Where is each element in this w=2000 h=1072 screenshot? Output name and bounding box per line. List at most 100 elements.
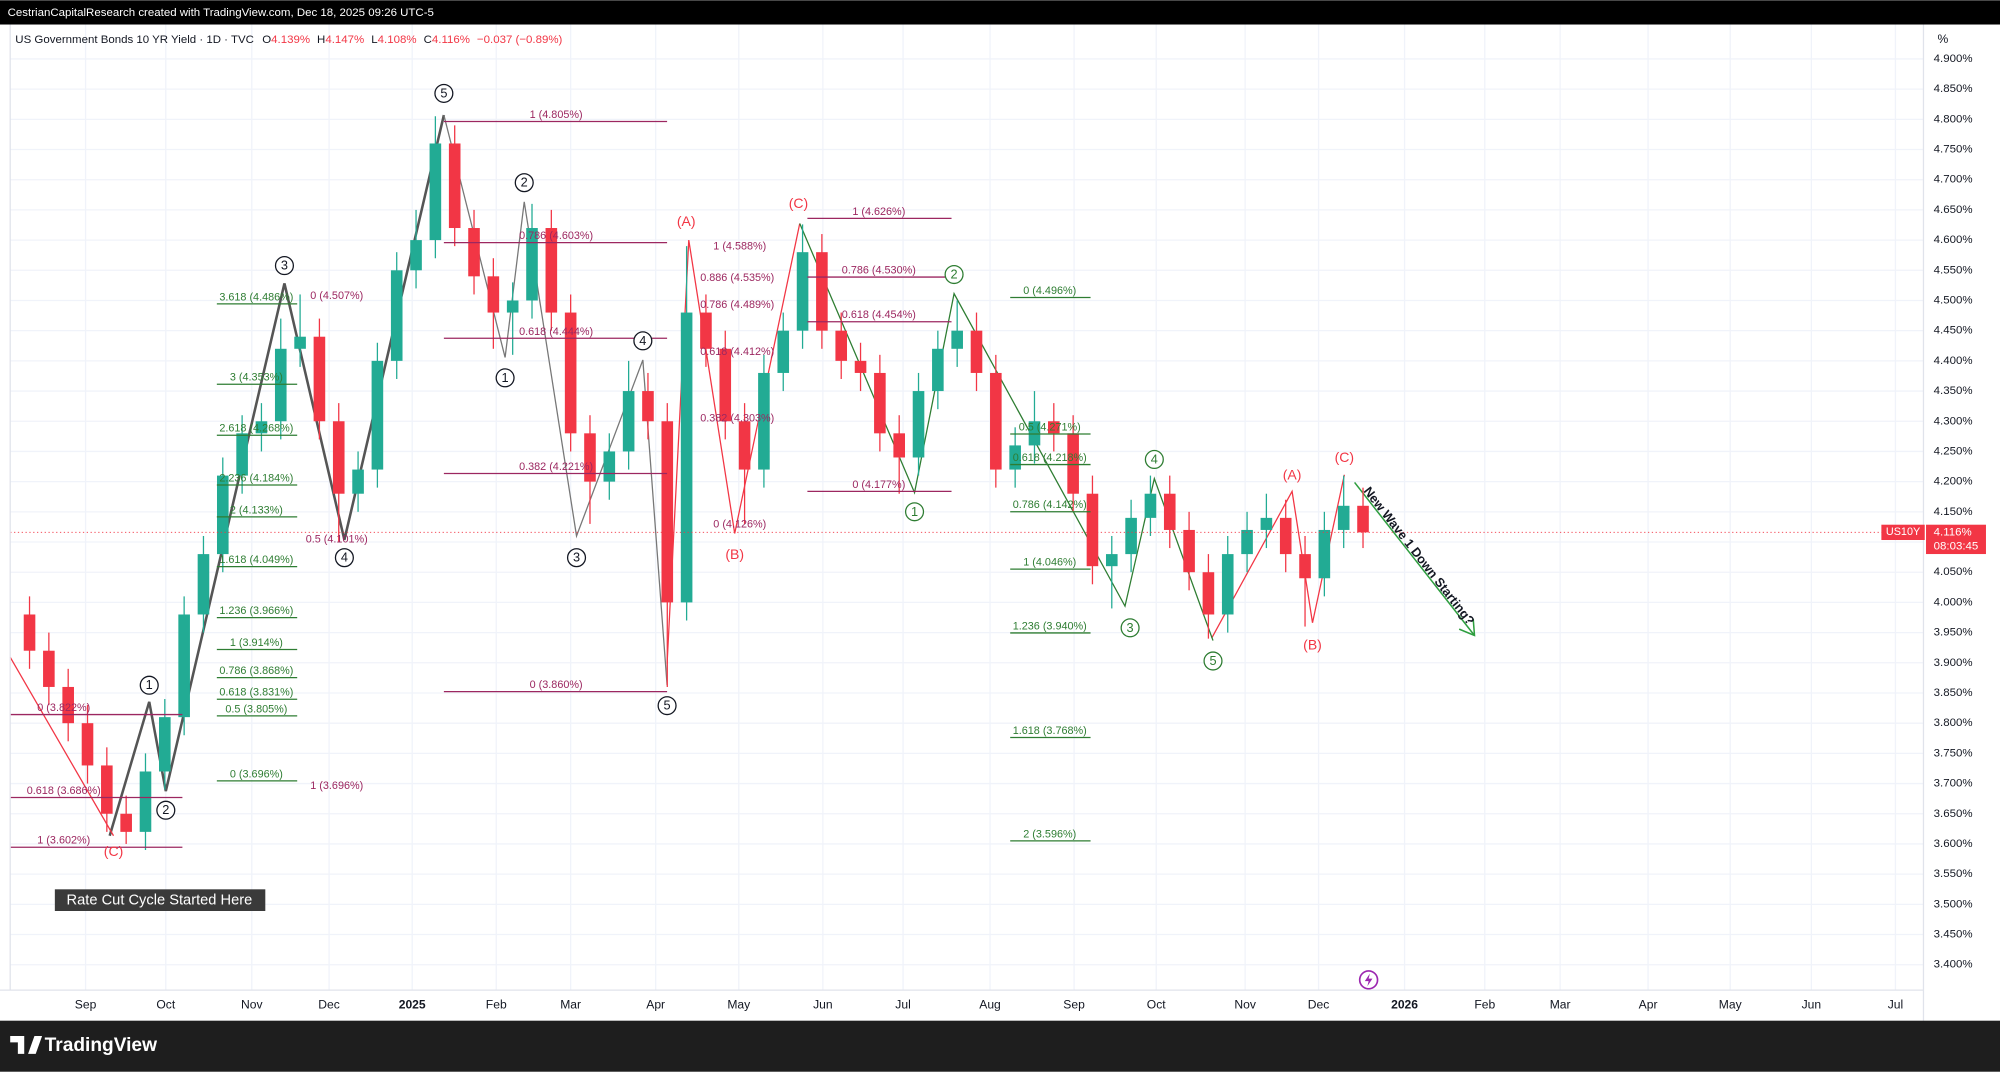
candle-body <box>255 421 268 434</box>
candle-body <box>738 421 751 470</box>
wave-letter: (C) <box>104 843 123 859</box>
y-tick-label: 4.400% <box>1934 355 1973 367</box>
fib-label: 1 (3.696%) <box>310 780 363 792</box>
y-tick-label: 4.450% <box>1934 325 1973 337</box>
candle-body <box>448 143 461 229</box>
fib-label: 2 (4.133%) <box>230 504 283 516</box>
y-tick-label: 4.750% <box>1934 144 1973 156</box>
fib-label: 0.786 (4.603%) <box>519 230 593 242</box>
ohlc-value: 4.147% <box>325 34 364 46</box>
fib-levels: 0 (3.822%) 0.618 (3.686%) 1 (3.602%) 3.618 … <box>10 109 1091 848</box>
wave-circle <box>334 548 354 568</box>
fib-label: 1 (3.914%) <box>230 637 283 649</box>
candle-body <box>893 433 905 458</box>
candle-body <box>1086 493 1099 567</box>
candle-body <box>313 336 326 422</box>
wave-circle <box>1144 449 1164 470</box>
bottom-bar <box>0 1020 2000 1072</box>
candle-body <box>429 143 442 241</box>
candle-body <box>603 451 616 482</box>
candle-body <box>371 360 384 470</box>
candle-body <box>1067 433 1079 494</box>
candle-body <box>854 360 867 373</box>
x-tick-label: May <box>1719 998 1743 1012</box>
wave-letter: (A) <box>1283 467 1302 483</box>
wave-number: 2 <box>162 802 169 817</box>
fib-label: 3 (4.353%) <box>230 372 283 384</box>
wave-number: 2 <box>521 175 528 190</box>
event-icon-bolt <box>1364 973 1373 987</box>
ohlc-key: C <box>424 34 432 46</box>
fib-label: 1 (3.602%) <box>37 835 90 847</box>
wave-letter: (B) <box>725 546 744 562</box>
wave-line <box>9 656 115 837</box>
note: Rate Cut Cycle Started Here <box>67 893 253 909</box>
y-tick-label: 3.800% <box>1934 717 1973 729</box>
y-tick-label: 4.000% <box>1934 596 1973 608</box>
y-tick-label: 3.900% <box>1934 657 1973 669</box>
fib-label: 0.5 (3.805%) <box>225 703 287 715</box>
x-tick-label: Apr <box>646 998 665 1012</box>
y-tick-label: 3.700% <box>1934 778 1973 790</box>
candle-body <box>951 330 963 349</box>
y-tick-label: 3.650% <box>1934 808 1973 820</box>
x-tick-label: Oct <box>1147 998 1166 1012</box>
fib-label: 0.5 (4.271%) <box>1019 421 1081 433</box>
fib-label: 1 (4.626%) <box>852 206 905 218</box>
candle-body <box>990 372 1002 470</box>
fib-label: 0.618 (4.454%) <box>842 309 916 321</box>
y-tick-label: 4.850% <box>1934 83 1973 95</box>
wave-circle <box>156 800 176 820</box>
fib-label: 0.786 (4.489%) <box>700 299 774 311</box>
x-tick-label: Sep <box>1063 998 1085 1012</box>
candle-body <box>487 276 500 313</box>
wave-number: 1 <box>911 504 918 519</box>
candle-body <box>700 312 712 349</box>
candle-body <box>101 765 113 814</box>
candle-body <box>622 391 635 452</box>
fib-label: 1.236 (3.940%) <box>1013 620 1087 632</box>
x-tick-label: Nov <box>1234 998 1256 1012</box>
forecast-arrow-head <box>1458 618 1476 637</box>
candle-body <box>874 372 886 434</box>
fib-label: 0.618 (3.686%) <box>27 785 101 797</box>
y-tick-label: 4.500% <box>1934 295 1973 307</box>
wave-number: 3 <box>1127 620 1134 635</box>
wave-number: 5 <box>1209 653 1216 668</box>
candle-body <box>332 421 345 494</box>
candle-body <box>1260 517 1273 530</box>
fib-label: 1.618 (3.768%) <box>1013 725 1087 737</box>
x-tick-label: Oct <box>156 998 175 1012</box>
fib-label: 0 (4.177%) <box>852 479 905 491</box>
candle-body <box>1202 572 1215 615</box>
candle-body <box>912 391 925 458</box>
wave-circle <box>434 83 454 103</box>
price-tag-symbol: US10Y <box>1886 526 1920 538</box>
candle-body <box>81 723 94 766</box>
grid <box>10 24 1924 991</box>
price-tag-countdown: 08:03:45 <box>1934 540 1979 552</box>
candle-body <box>139 771 152 832</box>
y-tick-label: 4.150% <box>1934 506 1973 518</box>
axes: 3.400% 3.450% 3.500% 3.550% 3.600% 3.650% 3.70… <box>75 53 1973 1012</box>
ohlc-key: L <box>371 34 377 46</box>
candle-body <box>564 312 577 434</box>
x-tick-label: Jun <box>813 998 833 1012</box>
wave-circle <box>633 331 653 351</box>
candle-body <box>932 348 944 392</box>
candle-body <box>120 813 132 832</box>
candle-body <box>1183 529 1195 573</box>
candle-body <box>680 312 693 603</box>
y-tick-label: 3.750% <box>1934 747 1973 759</box>
fib-label: 0.618 (4.218%) <box>1013 452 1087 464</box>
candle-body <box>642 391 654 422</box>
candle-body <box>777 330 790 373</box>
fib-label: 0 (3.860%) <box>530 679 583 691</box>
candle-body <box>390 270 403 361</box>
y-tick-label: 3.850% <box>1934 687 1973 699</box>
candle-body <box>1144 493 1157 518</box>
y-tick-label: 3.400% <box>1934 959 1973 971</box>
price-tag-box <box>1926 524 1986 555</box>
wave-circle <box>657 696 677 716</box>
